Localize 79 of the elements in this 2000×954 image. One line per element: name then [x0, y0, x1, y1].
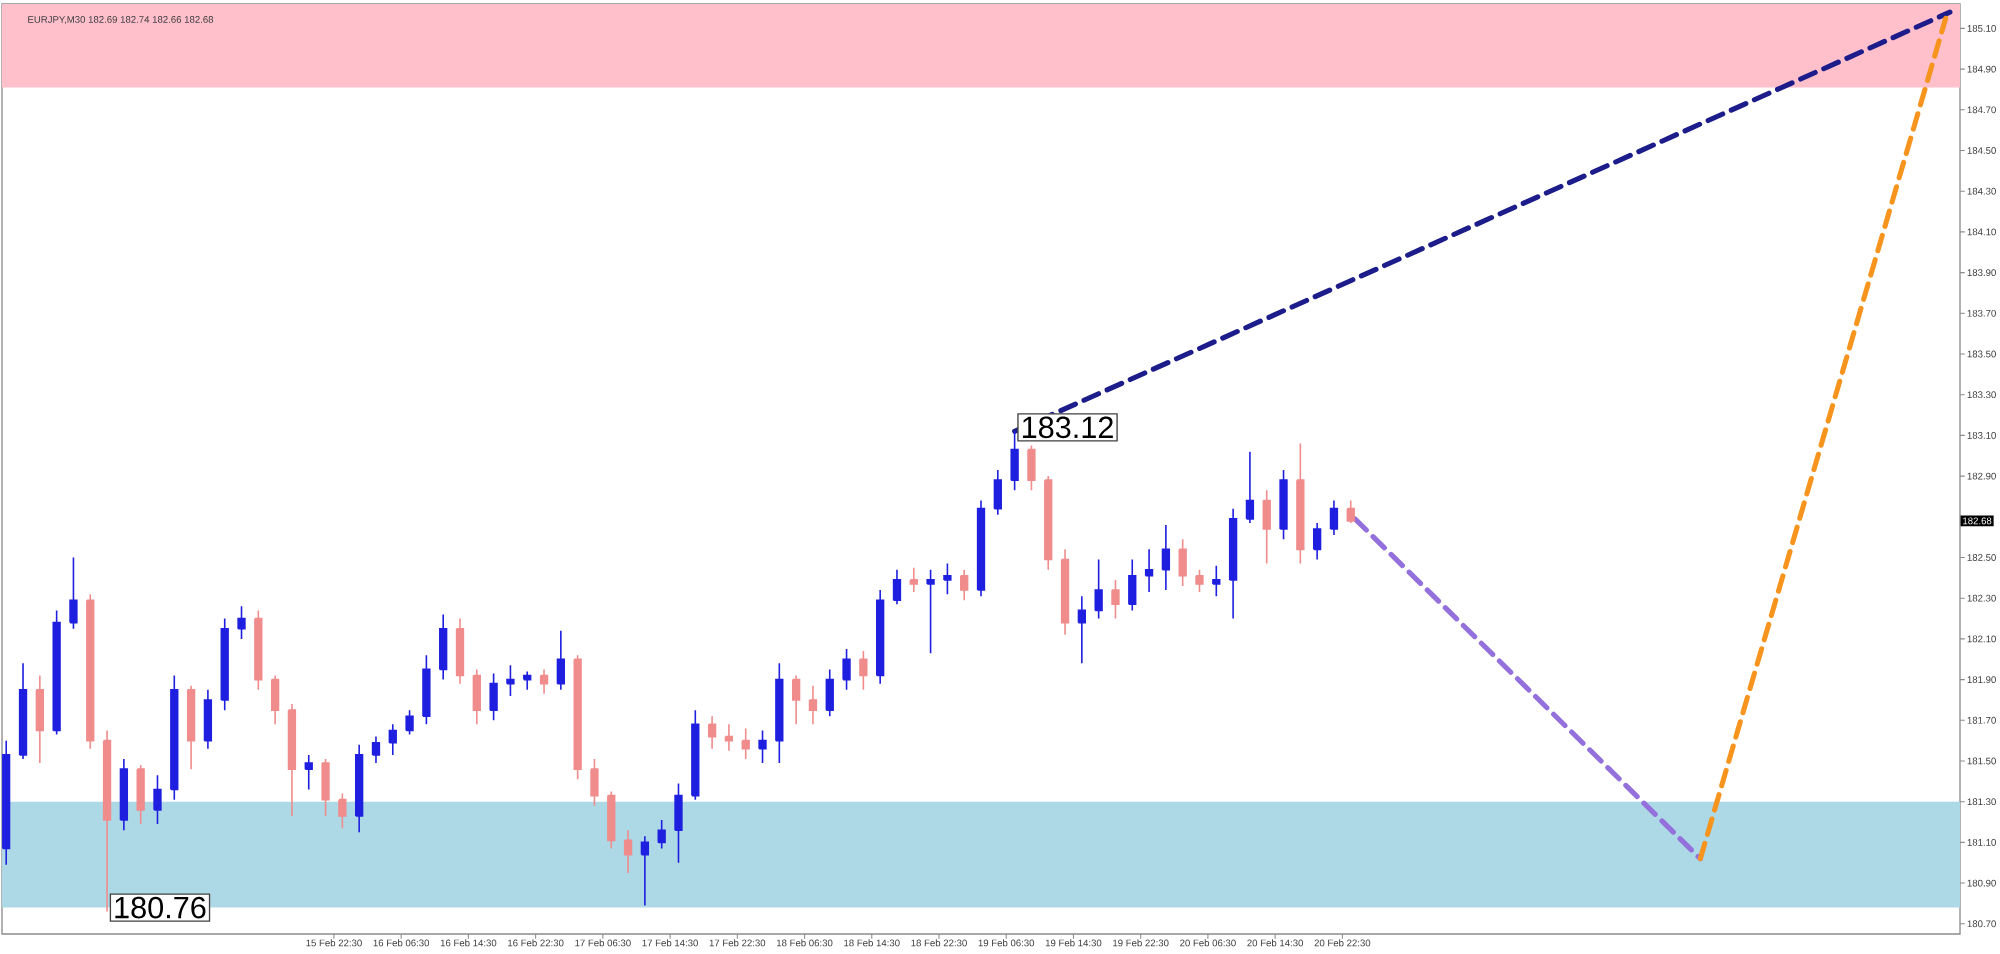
candlestick: [52, 609, 61, 736]
candlestick: [1111, 579, 1120, 620]
candlestick: [1010, 430, 1019, 492]
candlestick: [1212, 564, 1221, 597]
candlestick: [186, 684, 196, 770]
candlestick: [439, 613, 448, 681]
candlestick: [1279, 469, 1288, 540]
candlestick: [573, 654, 582, 781]
candlestick: [1178, 538, 1187, 587]
annotation: 183.12: [1022, 416, 1113, 439]
candlestick: [741, 727, 750, 760]
candlestick: [102, 729, 112, 913]
candlestick: [674, 782, 683, 864]
candlestick: [1329, 499, 1339, 536]
candlestick: [523, 670, 532, 691]
candlestick: [321, 758, 330, 817]
candlestick: [1161, 524, 1171, 591]
candlestick: [153, 774, 162, 825]
candlestick: [640, 835, 650, 907]
candlestick: [556, 629, 566, 691]
candlestick: [220, 617, 229, 711]
candlestick: [136, 764, 145, 825]
candlestick: [203, 688, 213, 750]
candlestick: [926, 568, 935, 654]
candlestick: [791, 674, 801, 726]
candlestick: [539, 668, 549, 695]
candlestick: [623, 829, 633, 874]
candlestick: [489, 672, 498, 722]
candlestick: [976, 499, 986, 597]
candlestick: [892, 568, 902, 606]
candlestick: [1060, 548, 1070, 636]
candlestick: [876, 589, 885, 685]
candlestick: [825, 668, 834, 718]
candlestick: [1027, 444, 1036, 492]
annotation: 180.76: [115, 896, 206, 919]
candlestick: [691, 709, 700, 801]
candlestick: [1228, 507, 1238, 620]
candlestick: [943, 562, 952, 595]
candlestick: [18, 662, 28, 760]
candlestick: [35, 674, 44, 764]
candlestick: [237, 605, 246, 640]
candlestick: [69, 556, 78, 630]
candlestick: [1346, 499, 1355, 524]
candlestick: [758, 729, 767, 764]
candlestick: [422, 654, 431, 726]
candlestick: [405, 709, 414, 736]
candlestick: [1144, 548, 1154, 593]
candlestick: [1262, 489, 1271, 565]
candlestick: [607, 790, 616, 850]
candlestick: [859, 650, 868, 691]
candlestick: [388, 723, 397, 756]
candlestick: [119, 758, 129, 831]
candlestick: [1245, 450, 1255, 524]
candlestick: [338, 792, 347, 829]
candlestick: [993, 469, 1002, 516]
candlestick: [590, 758, 599, 807]
candlestick: [960, 568, 969, 602]
candlestick: [1128, 558, 1137, 612]
candlestick: [287, 703, 297, 817]
candlestick: [1296, 442, 1305, 565]
candlestick: [707, 715, 717, 750]
candlestick: [1094, 558, 1103, 620]
candlestick: [455, 617, 465, 685]
candlestick: [472, 668, 481, 726]
candlestick: [371, 735, 381, 764]
candlestick: [1195, 568, 1204, 593]
candlestick: [808, 684, 818, 726]
candlestick: [657, 819, 666, 850]
candlestick: [170, 674, 179, 801]
candlestick: [842, 648, 851, 691]
candlestick: [1044, 475, 1053, 571]
candlestick: [304, 754, 313, 791]
candlestick: [909, 566, 918, 593]
candlestick: [355, 743, 364, 834]
candlestick: [1077, 595, 1087, 665]
candlestick: [506, 664, 515, 697]
candlestick: [724, 723, 734, 752]
candlestick: [270, 674, 280, 726]
candlestick: [1312, 522, 1322, 561]
